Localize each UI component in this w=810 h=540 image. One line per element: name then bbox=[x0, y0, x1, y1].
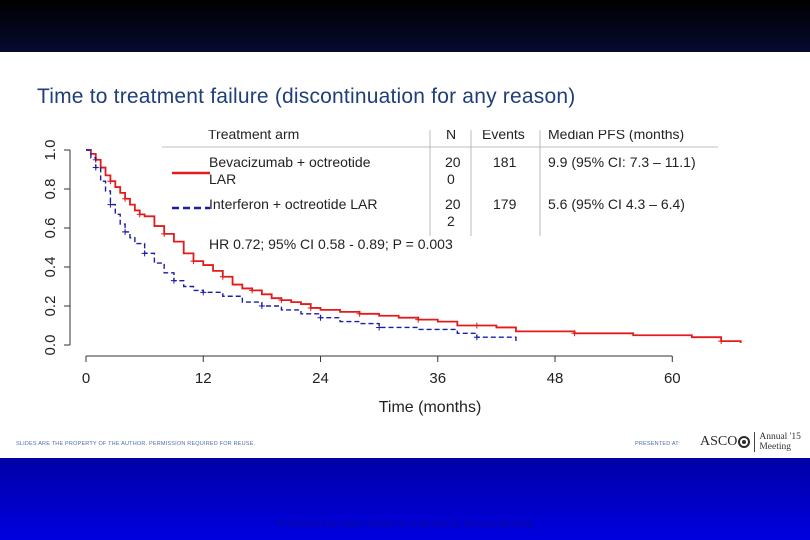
table-n-bevacizumab-line2: 0 bbox=[447, 171, 455, 187]
censor-mark bbox=[356, 310, 363, 317]
censor-mark bbox=[718, 338, 725, 345]
censor-mark bbox=[258, 303, 265, 309]
censor-mark bbox=[122, 228, 129, 235]
asco-meeting-line1: Annual '15 bbox=[759, 432, 801, 442]
hazard-ratio-text: HR 0.72; 95% CI 0.58 - 0.89; P = 0.003 bbox=[209, 236, 453, 252]
y-tick-label: 0.2 bbox=[42, 296, 59, 317]
disclaimer-text: SLIDES ARE THE PROPERTY OF THE AUTHOR. P… bbox=[16, 441, 256, 447]
y-tick-label: 0.8 bbox=[42, 179, 59, 200]
censor-mark bbox=[473, 322, 480, 329]
table-header-n: N bbox=[446, 130, 456, 142]
asco-meeting-label: Annual '15 Meeting bbox=[759, 432, 801, 452]
table-median-interferon: 5.6 (95% CI 4.3 – 6.4) bbox=[548, 196, 685, 212]
table-header-events: Events bbox=[482, 130, 525, 142]
censor-mark bbox=[170, 277, 177, 284]
footer-bar bbox=[0, 458, 810, 540]
table-header-arm: Treatment arm bbox=[208, 130, 299, 142]
presenter-credit: Presented By Diane Reidy at 2015 ASCO An… bbox=[277, 519, 533, 530]
km-curve-bevacizumab bbox=[86, 149, 742, 344]
slide-title: Time to treatment failure (discontinuati… bbox=[37, 85, 576, 108]
y-tick-label: 1.0 bbox=[42, 140, 59, 161]
x-tick-label: 60 bbox=[664, 370, 681, 387]
y-tick-label: 0.0 bbox=[42, 335, 59, 356]
censor-mark bbox=[307, 304, 314, 311]
x-axis-label: Time (months) bbox=[379, 399, 482, 416]
censor-mark bbox=[136, 211, 143, 218]
table-arm-bevacizumab: Bevacizumab + octreotide bbox=[209, 154, 371, 170]
chart-axes: 0 12 24 36 48 60 Time (months) 0.0 0.2 0.4 0.6 0.8 1… bbox=[42, 140, 681, 416]
table-n-interferon-line2: 2 bbox=[447, 213, 455, 229]
slide: Time to treatment failure (discontinuati… bbox=[0, 52, 810, 458]
censor-mark bbox=[190, 258, 197, 265]
chart-series bbox=[86, 149, 742, 345]
table-events-bevacizumab: 181 bbox=[493, 154, 517, 170]
censor-mark bbox=[141, 250, 148, 257]
table-arm-interferon: Interferon + octreotide LAR bbox=[209, 196, 378, 212]
x-tick-label: 24 bbox=[312, 370, 329, 387]
censor-mark bbox=[200, 289, 207, 296]
top-bar bbox=[0, 0, 810, 52]
censor-mark bbox=[161, 230, 168, 237]
censor-mark bbox=[107, 178, 114, 185]
asco-logo: ASCO Annual '15 Meeting bbox=[700, 432, 801, 452]
asco-circle-icon bbox=[738, 436, 751, 448]
legend-table: Treatment arm N Events Median PFS (month… bbox=[162, 130, 718, 252]
x-tick-label: 48 bbox=[547, 370, 564, 387]
asco-divider bbox=[754, 432, 756, 452]
presented-at-label: PRESENTED AT: bbox=[635, 441, 680, 447]
x-tick-label: 36 bbox=[429, 370, 446, 387]
y-tick-label: 0.6 bbox=[42, 218, 59, 239]
table-header-median: Median PFS (months) bbox=[548, 130, 684, 142]
censor-mark bbox=[278, 297, 285, 304]
table-median-bevacizumab: 9.9 (95% CI: 7.3 – 11.1) bbox=[548, 154, 696, 170]
x-tick-label: 12 bbox=[195, 370, 212, 387]
table-n-interferon: 20 bbox=[445, 196, 461, 212]
km-curve-interferon bbox=[86, 149, 517, 342]
asco-meeting-line2: Meeting bbox=[759, 442, 792, 452]
censor-mark bbox=[473, 334, 480, 341]
table-n-bevacizumab: 20 bbox=[445, 154, 461, 170]
table-arm-bevacizumab-line2: LAR bbox=[209, 171, 236, 187]
km-chart: 0 12 24 36 48 60 Time (months) 0.0 0.2 0.4 0.6 0.8 1… bbox=[42, 130, 742, 416]
x-tick-label: 0 bbox=[82, 370, 90, 387]
censor-mark bbox=[107, 201, 114, 208]
censor-mark bbox=[92, 164, 99, 171]
censor-mark bbox=[415, 316, 422, 323]
y-tick-label: 0.4 bbox=[42, 257, 59, 278]
asco-logo-text: ASCO bbox=[700, 434, 738, 449]
censor-mark bbox=[122, 195, 129, 202]
censor-mark bbox=[571, 330, 578, 337]
censor-mark bbox=[249, 287, 256, 294]
censor-mark bbox=[219, 273, 226, 280]
censor-mark bbox=[376, 324, 383, 331]
censor-mark bbox=[317, 314, 324, 321]
table-events-interferon: 179 bbox=[493, 196, 517, 212]
